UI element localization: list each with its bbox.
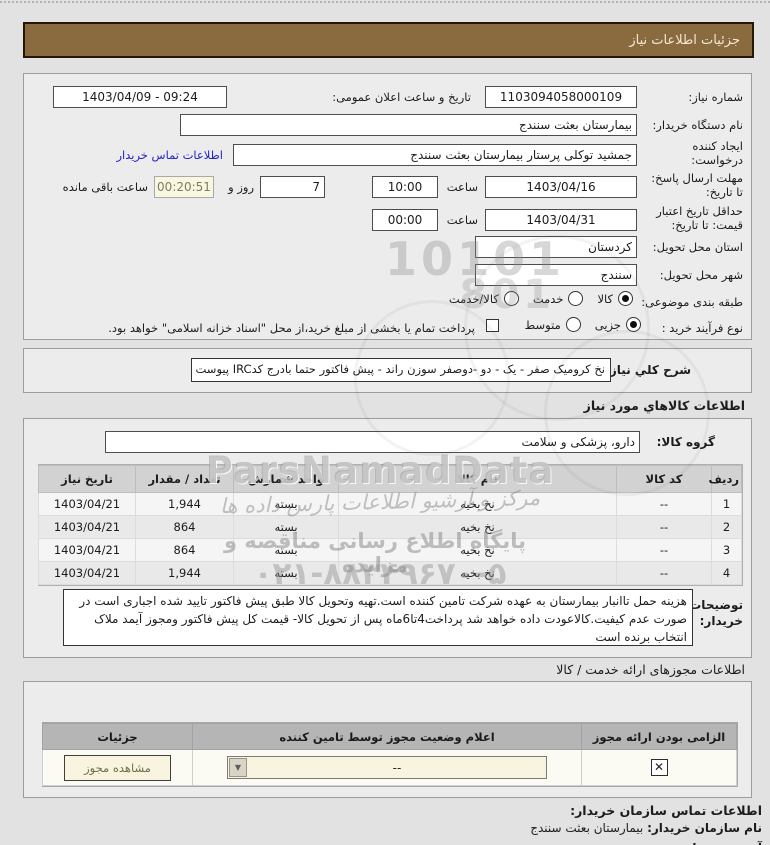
province-label: استان محل تحویل: [652,240,743,254]
goods-heading: اطلاعات کالاهاي مورد نیاز [583,398,745,413]
col-row-number: ردیف [708,465,742,493]
buyer-org-label: نام دستگاه خریدار: [652,118,743,132]
category-options: کالا خدمت کالا/خدمت [449,291,633,306]
footer-org-label: نام سازمان خریدار: [647,821,762,835]
days-remaining-input[interactable]: 7 [260,176,325,198]
dropdown-arrow-icon[interactable]: ▼ [229,758,247,777]
goods-panel: گروه کالا: دارو، پزشکی و سلامت ردیف کد ک… [23,418,752,658]
need-description-box[interactable]: نخ کرومیک صفر - یک - دو -دوصفر سوزن راند… [191,358,611,382]
price-validity-hour-input[interactable]: 00:00 [372,209,438,231]
licenses-heading: اطلاعات مجوزهای ارائه خدمت / کالا [556,662,745,677]
col-unit: واحد شمارش [233,465,339,493]
goods-group-label: گروه کالا: [656,435,715,449]
radio-service[interactable] [568,291,584,306]
category-option-goods-service: کالا/خدمت [449,291,519,306]
license-table: الزامی بودن ارائه مجوز اعلام وضعیت مجوز … [42,722,738,787]
radio-medium-process[interactable] [565,317,581,332]
license-required-checkbox[interactable]: ✕ [650,759,668,776]
process-options: جزیی متوسط [525,317,641,332]
radio-goods-service[interactable] [503,291,519,306]
col-item-code: کد کالا [616,465,712,493]
footer-org-line: نام سازمان خریدار: بیمارستان بعثت سنندج [530,821,762,835]
table-row: 2 -- نخ بخیه بسته 864 1403/04/21 [38,515,742,539]
col-item-name: نام کالا [338,465,617,493]
license-row: ✕ -- ▼ مشاهده مجوز [42,749,737,786]
category-option-goods: کالا [597,291,633,306]
deadline-hour-label: ساعت [446,180,478,194]
radio-goods[interactable] [618,291,633,306]
countdown-timer: 00:20:51 [154,176,214,198]
license-status-select[interactable]: -- ▼ [227,756,547,779]
price-validity-hour-label: ساعت [446,213,478,227]
footer-partial-line: آدرس خریدار: [681,841,762,845]
footer-org-value: بیمارستان بعثت سنندج [530,821,644,835]
treasury-checkbox[interactable] [486,319,499,332]
need-number-label: شماره نیاز: [688,90,743,104]
price-validity-date-input[interactable]: 1403/04/31 [485,209,637,231]
days-label: روز و [228,180,254,194]
process-option-medium: متوسط [525,317,581,332]
need-info-panel: شماره نیاز: 1103094058000109 تاریخ و ساع… [23,73,752,340]
footer-contact-heading: اطلاعات تماس سازمان خریدار: [570,803,762,818]
col-license-details: جزئیات [42,723,193,750]
col-need-date: تاریخ نیاز [38,465,136,493]
page-title: جزئیات اطلاعات نیاز [629,32,740,48]
city-input[interactable]: سنندج [475,264,637,286]
creator-label: ایجاد کننده درخواست: [691,139,743,167]
col-quantity: تعداد / مقدار [135,465,234,493]
need-description-label: شرح کلي نیاز: [605,363,691,377]
need-number-input[interactable]: 1103094058000109 [485,86,637,108]
process-label: نوع فرآیند خرید : [661,321,743,335]
buyer-contact-link[interactable]: اطلاعات تماس خریدار [116,148,223,162]
goods-group-input[interactable]: دارو، پزشکی و سلامت [105,431,640,453]
table-row: 3 -- نخ بخیه بسته 864 1403/04/21 [38,538,742,562]
announce-datetime-label: تاریخ و ساعت اعلان عمومی: [332,90,471,104]
page-top-dotted-divider [0,1,770,3]
buyer-notes-label: توضیحات خریدار: [689,598,743,628]
col-license-status: اعلام وضعیت مجوز توسط تامین کننده [192,723,582,750]
goods-table-header-row: ردیف کد کالا نام کالا واحد شمارش تعداد /… [38,465,742,493]
goods-table: ردیف کد کالا نام کالا واحد شمارش تعداد /… [38,464,743,586]
treasury-note: پرداخت تمام یا بخشی از مبلغ خرید،از محل … [108,321,475,335]
countdown-label: ساعت باقی مانده [62,180,148,194]
table-row: 4 -- نخ بخیه بسته 1,944 1403/04/21 [38,561,742,585]
radio-small-process[interactable] [626,317,641,332]
section-titlebar: جزئیات اطلاعات نیاز [23,22,754,58]
buyer-org-input[interactable]: بیمارستان بعثت سنندج [180,114,637,136]
buyer-notes-box[interactable]: هزینه حمل تاانبار بیمارستان به عهده شرکت… [63,589,693,646]
city-label: شهر محل تحویل: [659,268,743,282]
view-license-button[interactable]: مشاهده مجوز [64,754,171,781]
need-description-panel: شرح کلي نیاز: نخ کرومیک صفر - یک - دو -د… [23,348,752,393]
category-option-service: خدمت [533,291,584,306]
price-validity-label: حداقل تاریخ اعتبار قیمت: تا تاریخ: [656,204,743,232]
category-label: طبقه بندی موضوعی: [641,295,743,309]
announce-datetime-input[interactable]: 1403/04/09 - 09:24 [53,86,227,108]
deadline-label: مهلت ارسال پاسخ: تا تاریخ: [651,171,743,199]
creator-input[interactable]: جمشید توکلی پرستار بیمارستان بعثت سنندج [233,144,637,166]
col-license-required: الزامی بودن ارائه مجوز [581,723,737,750]
province-input[interactable]: کردستان [475,236,637,258]
deadline-date-input[interactable]: 1403/04/16 [485,176,637,198]
license-panel: الزامی بودن ارائه مجوز اعلام وضعیت مجوز … [23,681,752,798]
table-row: 1 -- نخ بخیه بسته 1,944 1403/04/21 [38,492,742,516]
process-option-small: جزیی [595,317,641,332]
deadline-hour-input[interactable]: 10:00 [372,176,438,198]
license-table-header-row: الزامی بودن ارائه مجوز اعلام وضعیت مجوز … [42,723,737,750]
